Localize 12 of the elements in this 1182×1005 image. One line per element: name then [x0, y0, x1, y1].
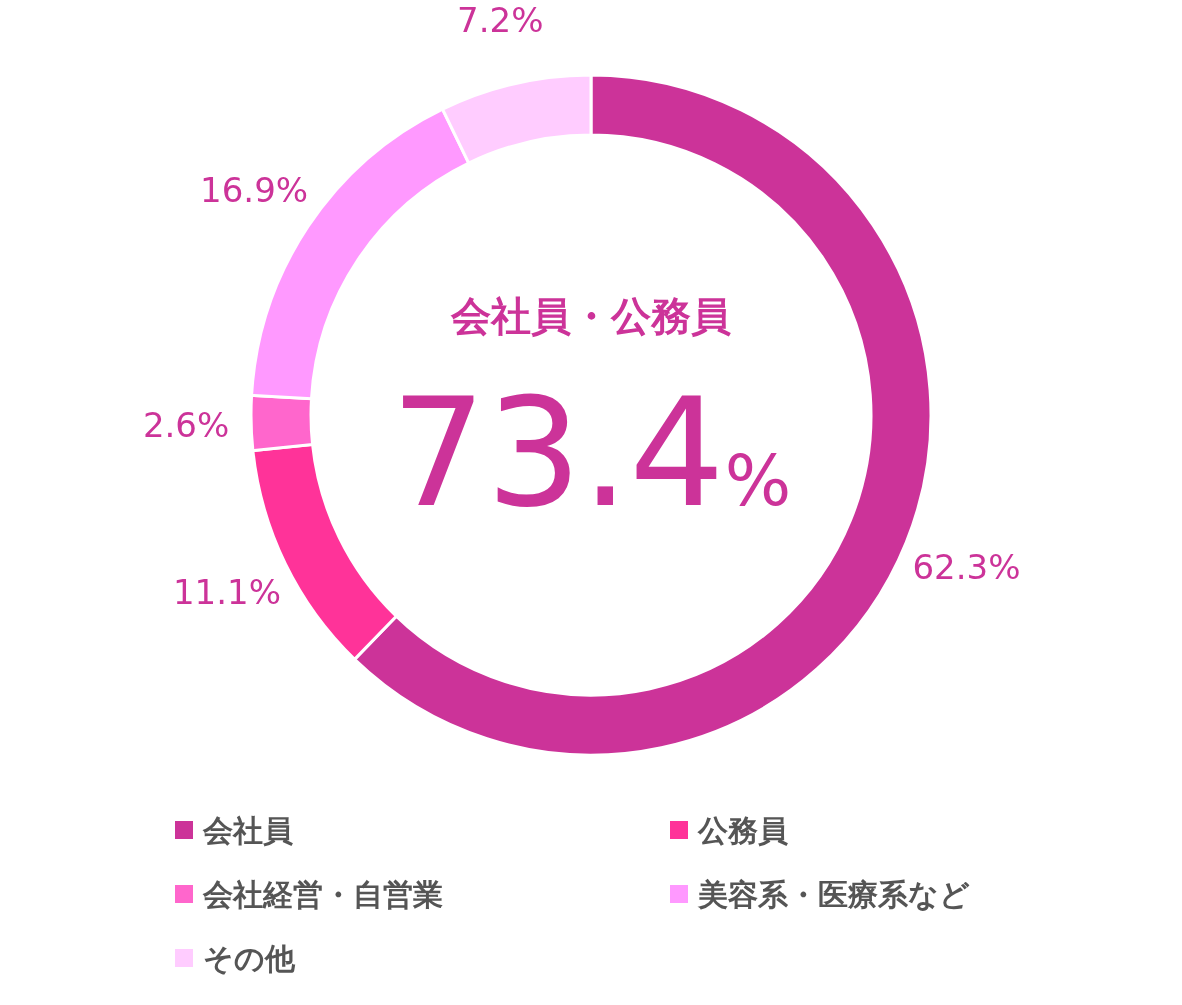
legend-label: その他 [203, 940, 296, 976]
text: 73.4% [390, 366, 792, 540]
data-label: 2.6% [142, 404, 230, 445]
legend-label: 公務員 [697, 812, 788, 848]
text: 会社員・公務員 [450, 293, 731, 339]
legend-label: 会社員 [202, 812, 293, 848]
legend-label: 美容系・医療系など [697, 876, 970, 912]
data-label: 7.2% [457, 0, 544, 41]
data-label: 16.9% [200, 170, 309, 211]
data-label: 62.3% [912, 546, 1021, 587]
data-label: 11.1% [172, 572, 281, 613]
legend-label: 会社経営・自営業 [202, 876, 443, 912]
